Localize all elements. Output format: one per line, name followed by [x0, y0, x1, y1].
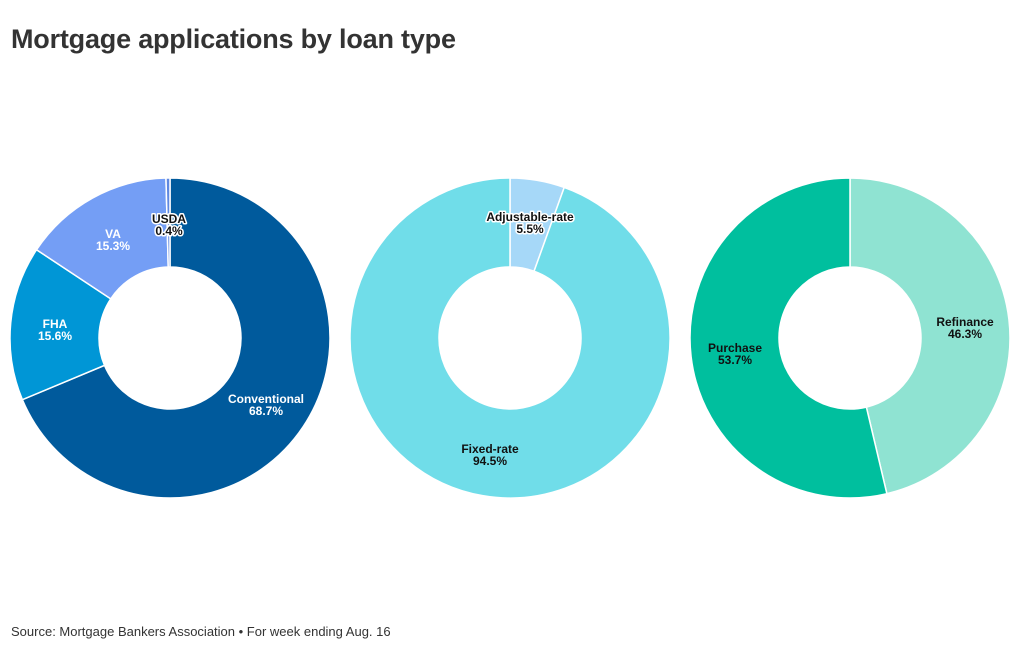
slice-conventional[interactable]	[21, 177, 331, 499]
slice-label-fha: FHA	[43, 317, 68, 331]
slice-value-refinance: 46.3%	[948, 327, 982, 341]
slice-purchase[interactable]	[689, 177, 888, 499]
slice-value-adjustable-rate: 5.5%	[516, 222, 544, 236]
chart-title: Mortgage applications by loan type	[11, 24, 456, 54]
slice-label-va: VA	[105, 227, 121, 241]
slice-value-usda: 0.4%	[155, 224, 183, 238]
slice-label-refinance: Refinance	[936, 315, 994, 329]
slice-fha[interactable]	[9, 248, 112, 401]
slice-refinance[interactable]	[849, 177, 1011, 495]
slice-value-va: 15.3%	[96, 239, 130, 253]
slice-value-fixed-rate: 94.5%	[473, 454, 507, 468]
slice-label-fixed-rate: Fixed-rate	[461, 442, 519, 456]
slice-value-fha: 15.6%	[38, 329, 72, 343]
slice-label-purchase: Purchase	[708, 341, 762, 355]
source-footnote: Source: Mortgage Bankers Association • F…	[11, 624, 391, 639]
slice-usda[interactable]	[165, 177, 171, 268]
slice-value-purchase: 53.7%	[718, 353, 752, 367]
slice-label-adjustable-rate: Adjustable-rate	[486, 210, 574, 224]
slice-va[interactable]	[35, 177, 169, 300]
slice-fixed-rate[interactable]	[349, 177, 671, 499]
slice-label-conventional: Conventional	[228, 392, 304, 406]
slice-label-usda: USDA	[152, 212, 186, 226]
slice-value-conventional: 68.7%	[249, 404, 283, 418]
